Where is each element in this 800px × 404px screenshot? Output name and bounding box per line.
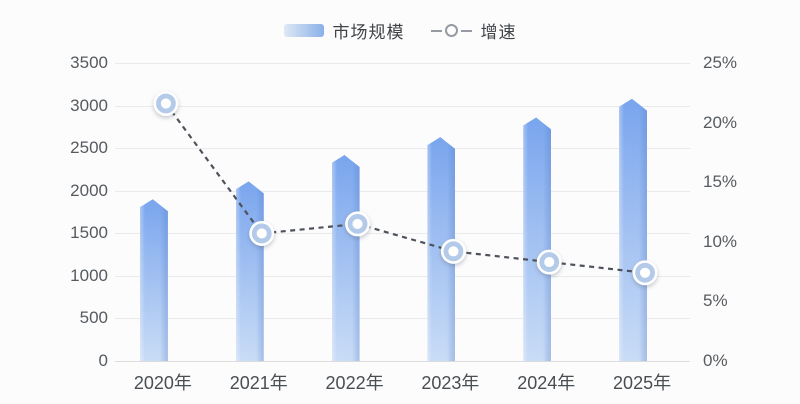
legend: 市场规模 增速 — [0, 18, 800, 43]
data-point-marker-ring — [251, 223, 272, 244]
bar-2020年 — [139, 199, 168, 361]
x-axis-label: 2022年 — [325, 373, 384, 393]
gridline — [115, 105, 690, 107]
gridline — [115, 233, 690, 235]
x-axis-label: 2025年 — [613, 373, 672, 393]
y-axis-tick-right: 0% — [703, 351, 728, 370]
data-point-marker-ring — [539, 252, 560, 272]
y-axis-tick-left: 3000 — [70, 95, 108, 115]
legend-item-market-size: 市场规模 — [283, 18, 405, 43]
x-axis-label: 2021年 — [229, 373, 288, 393]
data-point-marker-ring — [443, 241, 464, 262]
bar-2022年 — [331, 154, 360, 361]
x-axis-label: 2024年 — [517, 373, 576, 393]
y-axis-tick-left: 1000 — [70, 265, 108, 285]
gridline — [115, 190, 690, 192]
gridline — [115, 275, 690, 277]
y-axis-tick-right: 20% — [703, 112, 738, 132]
legend-item-growth: 增速 — [430, 18, 517, 43]
dash-icon — [460, 29, 472, 32]
data-point-marker-ring — [156, 93, 176, 114]
y-axis-tick-right: 15% — [703, 172, 738, 192]
y-axis-tick-left: 1500 — [70, 223, 108, 243]
x-axis-label: 2020年 — [133, 373, 192, 393]
legend-label-market-size: 市场规模 — [332, 23, 405, 42]
plot-area: 3500 3000 2500 2000 1500 1000 500 0 25% 20% 15% 10%… — [70, 54, 737, 394]
y-axis-tick-right: 10% — [703, 231, 738, 251]
growth-line-layer — [153, 91, 658, 286]
y-axis-tick-left: 3500 — [70, 53, 108, 72]
bar-2024年 — [523, 117, 552, 361]
y-axis-tick-left: 2000 — [70, 180, 108, 200]
bar-2025年 — [619, 98, 648, 361]
gridline — [115, 361, 690, 362]
bar-series-swatch — [283, 24, 324, 37]
line-series-glyph — [430, 24, 472, 37]
gridline — [115, 148, 690, 150]
gridline — [115, 318, 690, 320]
growth-line — [165, 102, 646, 274]
data-point-marker-ring — [347, 214, 368, 234]
gridline — [115, 63, 690, 64]
y-axis-tick-left: 2500 — [70, 138, 108, 158]
circle-marker-icon — [444, 24, 458, 37]
bar-2021年 — [235, 181, 264, 361]
y-axis-tick-right: 5% — [703, 291, 728, 311]
data-point-marker-ring — [635, 262, 655, 283]
legend-label-growth: 增速 — [480, 23, 517, 42]
y-axis-tick-right: 25% — [703, 53, 738, 72]
y-axis-tick-left: 500 — [79, 308, 108, 328]
y-axis-tick-left: 0 — [98, 351, 108, 370]
dash-icon — [430, 29, 442, 32]
x-axis-label: 2023年 — [421, 373, 480, 393]
